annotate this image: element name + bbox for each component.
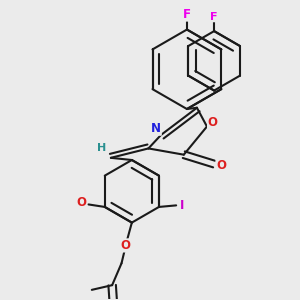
Text: O: O [208,116,218,129]
Text: F: F [183,8,191,21]
Text: N: N [151,122,161,135]
Text: H: H [97,143,106,153]
Text: O: O [76,196,87,209]
Text: I: I [180,199,184,212]
Text: O: O [216,159,226,172]
Text: O: O [121,239,130,252]
Text: F: F [210,12,218,22]
